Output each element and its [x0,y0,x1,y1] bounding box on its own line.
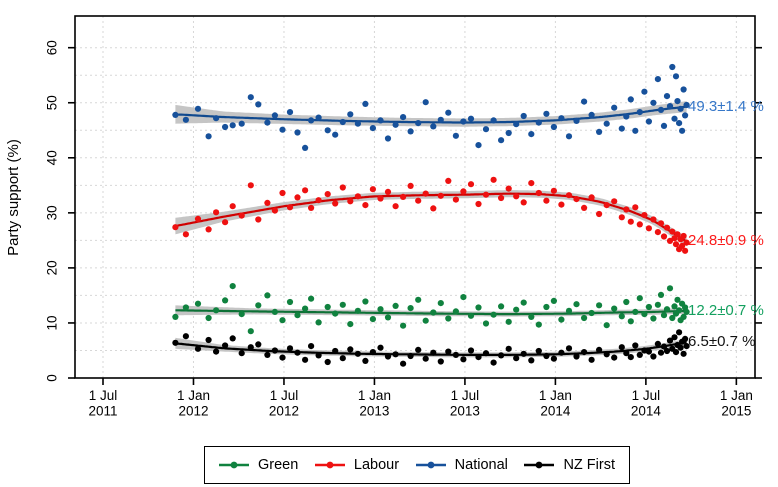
legend-item-nz-first: NZ First [524,457,615,473]
y-tick-label-10: 10 [45,315,60,330]
x-tick-year-3: 2013 [359,404,389,419]
y-tick-label-30: 30 [45,205,60,220]
green-line-dot-icon [219,461,249,469]
y-axis-title-wrap: Party support (%) [0,16,26,378]
y-tick-label-0: 0 [45,374,60,382]
x-tick-label-6: 1 Jul [632,388,661,403]
series-national [172,63,690,151]
y-tick-label-50: 50 [45,95,60,110]
y-tick-label-60: 60 [45,40,60,55]
x-tick-year-5: 2014 [540,404,571,419]
estimate-label-national: 49.3±1.4 % [688,97,764,115]
confidence-band-labour [175,190,687,247]
legend: Green Labour National NZ First [204,446,630,484]
x-tick-label-3: 1 Jan [358,388,391,403]
y-tick-label-20: 20 [45,260,60,275]
x-tick-label-4: 1 Jul [451,388,480,403]
nz-first-line-dot-icon [524,461,555,469]
x-tick-label-5: 1 Jan [539,388,572,403]
legend-label-labour: Labour [353,457,400,473]
series-green [172,283,690,335]
y-axis-title: Party support (%) [4,138,22,256]
x-tick-year-4: 2013 [450,404,480,419]
series-nz-first [172,329,690,367]
trend-line-national [175,105,687,124]
x-tick-year-6: 2014 [631,404,662,419]
estimate-label-green: 12.2±0.7 % [688,301,764,319]
national-line-dot-icon [415,461,446,469]
x-tick-year-2: 2012 [269,404,299,419]
legend-item-labour: Labour [314,457,400,473]
axes [68,15,762,385]
x-tick-label-2: 1 Jul [270,388,299,403]
legend-item-green: Green [219,457,298,473]
legend-label-nz-first: NZ First [563,457,615,473]
estimate-label-nz-first: 6.5±0.7 % [688,333,756,351]
x-tick-label-0: 1 Jul [89,388,118,403]
x-tick-year-0: 2011 [88,404,117,419]
series-labour [172,176,690,254]
estimate-label-labour: 24.8±0.9 % [688,232,764,250]
trend-line-labour [175,192,688,243]
legend-label-national: National [454,457,508,473]
x-tick-year-1: 2012 [178,404,208,419]
x-tick-year-7: 2015 [721,404,751,419]
x-tick-label-1: 1 Jan [177,388,210,403]
y-tick-label-40: 40 [45,150,60,165]
x-tick-label-7: 1 Jan [720,388,753,403]
legend-item-national: National [415,457,508,473]
labour-line-dot-icon [314,461,345,469]
legend-label-green: Green [258,457,299,473]
